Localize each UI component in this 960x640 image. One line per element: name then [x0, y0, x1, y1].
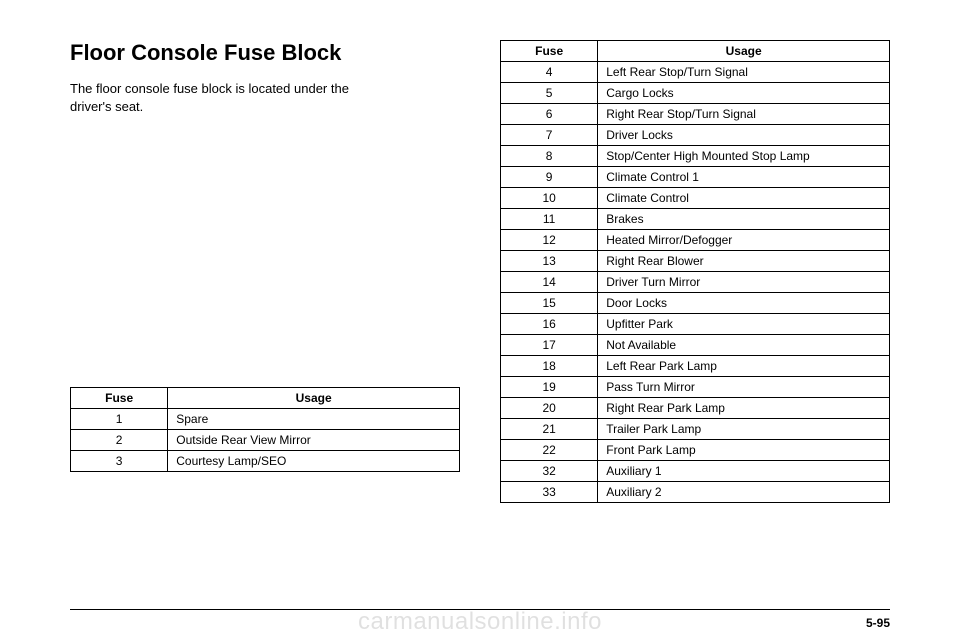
fuse-usage: Brakes — [598, 209, 890, 230]
fuse-usage: Not Available — [598, 335, 890, 356]
section-description: The floor console fuse block is located … — [70, 80, 460, 115]
fuse-usage: Driver Locks — [598, 125, 890, 146]
fuse-number: 12 — [501, 230, 598, 251]
table-row: 16Upfitter Park — [501, 314, 890, 335]
fuse-number: 22 — [501, 440, 598, 461]
watermark-text: carmanualsonline.info — [0, 608, 960, 636]
fuse-number: 33 — [501, 482, 598, 503]
table-row: 12Heated Mirror/Defogger — [501, 230, 890, 251]
table-row: 15Door Locks — [501, 293, 890, 314]
table-row: 1Spare — [71, 409, 460, 430]
fuse-usage: Outside Rear View Mirror — [168, 430, 460, 451]
fuse-table-left: Fuse Usage 1Spare2Outside Rear View Mirr… — [70, 387, 460, 472]
page-number: 5-95 — [866, 616, 890, 630]
fuse-usage: Front Park Lamp — [598, 440, 890, 461]
table-row: 8Stop/Center High Mounted Stop Lamp — [501, 146, 890, 167]
fuse-number: 6 — [501, 104, 598, 125]
fuse-number: 11 — [501, 209, 598, 230]
fuse-usage: Heated Mirror/Defogger — [598, 230, 890, 251]
manual-page: Floor Console Fuse Block The floor conso… — [0, 0, 960, 640]
fuse-number: 16 — [501, 314, 598, 335]
table-header-row: Fuse Usage — [501, 41, 890, 62]
fuse-diagram-placeholder — [70, 125, 460, 387]
fuse-number: 1 — [71, 409, 168, 430]
footer-rule — [70, 609, 890, 610]
fuse-usage: Left Rear Stop/Turn Signal — [598, 62, 890, 83]
table-row: 5Cargo Locks — [501, 83, 890, 104]
table-row: 32Auxiliary 1 — [501, 461, 890, 482]
left-column: Floor Console Fuse Block The floor conso… — [70, 40, 460, 503]
table-row: 6Right Rear Stop/Turn Signal — [501, 104, 890, 125]
fuse-usage: Climate Control 1 — [598, 167, 890, 188]
fuse-number: 15 — [501, 293, 598, 314]
fuse-number: 4 — [501, 62, 598, 83]
fuse-number: 32 — [501, 461, 598, 482]
table-row: 10Climate Control — [501, 188, 890, 209]
fuse-usage: Right Rear Stop/Turn Signal — [598, 104, 890, 125]
desc-line-2: driver's seat. — [70, 99, 143, 114]
fuse-usage: Door Locks — [598, 293, 890, 314]
fuse-number: 7 — [501, 125, 598, 146]
table-row: 33Auxiliary 2 — [501, 482, 890, 503]
fuse-number: 10 — [501, 188, 598, 209]
fuse-number: 21 — [501, 419, 598, 440]
fuse-usage: Pass Turn Mirror — [598, 377, 890, 398]
fuse-usage: Spare — [168, 409, 460, 430]
fuse-usage: Climate Control — [598, 188, 890, 209]
table-row: 18Left Rear Park Lamp — [501, 356, 890, 377]
fuse-number: 20 — [501, 398, 598, 419]
fuse-usage: Right Rear Blower — [598, 251, 890, 272]
fuse-usage: Right Rear Park Lamp — [598, 398, 890, 419]
fuse-usage: Upfitter Park — [598, 314, 890, 335]
fuse-usage: Auxiliary 2 — [598, 482, 890, 503]
col-header-fuse: Fuse — [71, 388, 168, 409]
table-row: 20Right Rear Park Lamp — [501, 398, 890, 419]
table-row: 22Front Park Lamp — [501, 440, 890, 461]
two-column-layout: Floor Console Fuse Block The floor conso… — [70, 40, 890, 503]
table-row: 2Outside Rear View Mirror — [71, 430, 460, 451]
table-row: 4Left Rear Stop/Turn Signal — [501, 62, 890, 83]
fuse-usage: Auxiliary 1 — [598, 461, 890, 482]
right-column: Fuse Usage 4Left Rear Stop/Turn Signal5C… — [500, 40, 890, 503]
fuse-number: 5 — [501, 83, 598, 104]
section-title: Floor Console Fuse Block — [70, 40, 460, 66]
table-row: 7Driver Locks — [501, 125, 890, 146]
fuse-usage: Driver Turn Mirror — [598, 272, 890, 293]
fuse-usage: Courtesy Lamp/SEO — [168, 451, 460, 472]
fuse-usage: Left Rear Park Lamp — [598, 356, 890, 377]
table-row: 11Brakes — [501, 209, 890, 230]
table-row: 14Driver Turn Mirror — [501, 272, 890, 293]
fuse-number: 14 — [501, 272, 598, 293]
fuse-usage: Stop/Center High Mounted Stop Lamp — [598, 146, 890, 167]
desc-line-1: The floor console fuse block is located … — [70, 81, 349, 96]
fuse-number: 13 — [501, 251, 598, 272]
col-header-usage: Usage — [598, 41, 890, 62]
table-row: 17Not Available — [501, 335, 890, 356]
table-row: 13Right Rear Blower — [501, 251, 890, 272]
fuse-usage: Trailer Park Lamp — [598, 419, 890, 440]
fuse-number: 18 — [501, 356, 598, 377]
fuse-number: 2 — [71, 430, 168, 451]
fuse-number: 9 — [501, 167, 598, 188]
col-header-fuse: Fuse — [501, 41, 598, 62]
table-row: 9Climate Control 1 — [501, 167, 890, 188]
table-row: 21Trailer Park Lamp — [501, 419, 890, 440]
fuse-number: 19 — [501, 377, 598, 398]
table-row: 3Courtesy Lamp/SEO — [71, 451, 460, 472]
fuse-table-right: Fuse Usage 4Left Rear Stop/Turn Signal5C… — [500, 40, 890, 503]
fuse-usage: Cargo Locks — [598, 83, 890, 104]
fuse-number: 8 — [501, 146, 598, 167]
table-header-row: Fuse Usage — [71, 388, 460, 409]
fuse-number: 3 — [71, 451, 168, 472]
fuse-number: 17 — [501, 335, 598, 356]
col-header-usage: Usage — [168, 388, 460, 409]
table-row: 19Pass Turn Mirror — [501, 377, 890, 398]
